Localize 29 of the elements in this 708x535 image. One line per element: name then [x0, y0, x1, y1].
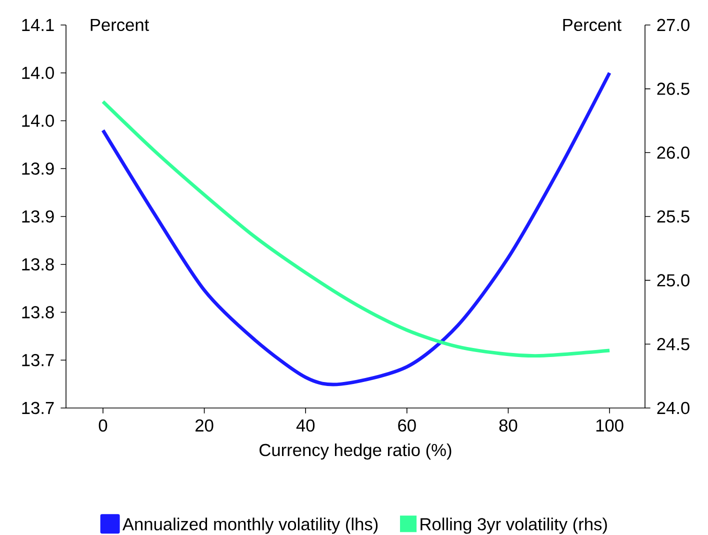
line-series [101, 71, 612, 386]
y-tick-label: 13.8 [22, 258, 54, 270]
y2-tick-label: 25.5 [657, 210, 690, 223]
x-tick-label: 60 [398, 419, 416, 432]
x-tick-label: 100 [596, 419, 624, 432]
line-series [101, 100, 612, 358]
x-tick-label: 0 [98, 419, 108, 432]
y-axis-title: Percent [90, 18, 150, 32]
y2-tick-label: 27.0 [657, 18, 690, 32]
y-tick-label: 13.7 [22, 354, 54, 366]
y-tick-label: 14.1 [22, 19, 54, 31]
y-tick-label: 13.7 [22, 402, 54, 414]
x-axis-title: Currency hedge ratio (%) [260, 443, 452, 460]
legend-label: Annualized monthly volatility (lhs) [122, 518, 378, 534]
y2-tick-label: 26.0 [657, 146, 690, 159]
y-tick-label: 13.8 [22, 306, 54, 318]
y-tick-label: 14.0 [22, 66, 54, 79]
x-tick-label: 40 [296, 419, 315, 432]
y-tick-label: 13.9 [22, 210, 54, 223]
x-tick-label: 80 [499, 419, 518, 432]
y2-tick-label: 24.5 [657, 338, 690, 350]
y2-tick-label: 24.0 [657, 402, 690, 414]
y-tick-label: 14.0 [22, 114, 54, 127]
y2-axis-title: Percent [563, 18, 622, 32]
y-tick-label: 13.9 [22, 162, 54, 175]
legend-label: Rolling 3yr volatility (rhs) [420, 518, 607, 534]
y2-tick-label: 26.5 [657, 82, 690, 95]
y2-tick-label: 25.0 [657, 274, 690, 286]
x-tick-label: 20 [196, 419, 214, 432]
